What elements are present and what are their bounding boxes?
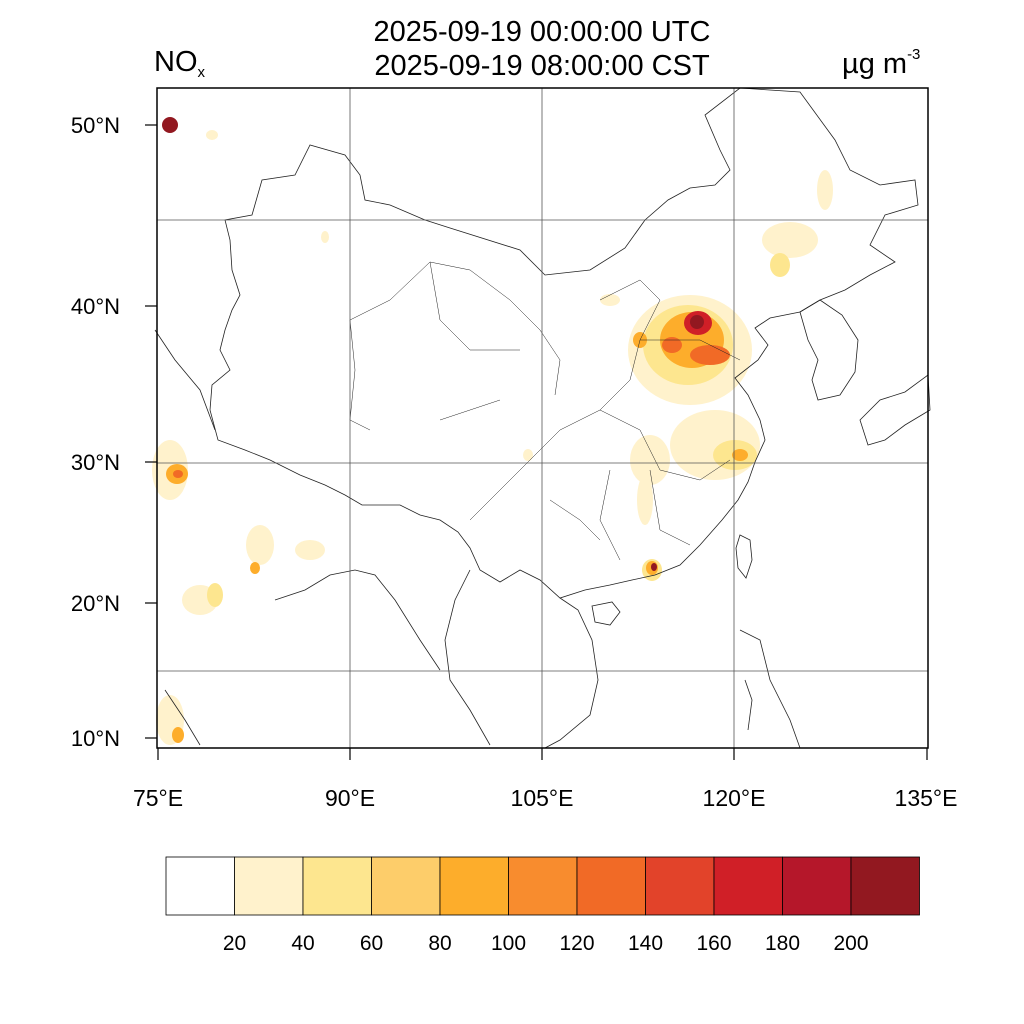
concentration-blob — [817, 170, 833, 210]
lat-label-20: 20°N — [70, 591, 120, 616]
hainan-coast — [591, 601, 621, 626]
colorbar-swatch — [165, 856, 235, 916]
lat-label-30: 30°N — [70, 450, 120, 475]
colorbar-swatch — [302, 856, 372, 916]
lon-label-90: 90°E — [324, 785, 376, 811]
colorbar-swatch — [713, 856, 783, 916]
concentration-blob — [172, 727, 184, 743]
concentration-blob — [630, 435, 670, 485]
colorbar-swatch — [645, 856, 715, 916]
india-coast — [154, 329, 441, 746]
concentration-blob — [600, 294, 620, 306]
colorbar-label: 40 — [291, 932, 315, 955]
colorbar-label: 160 — [696, 932, 732, 955]
colorbar-label: 60 — [359, 932, 384, 955]
lat-label-50: 50°N — [70, 113, 120, 138]
lon-label-120: 120°E — [702, 785, 766, 811]
concentration-blob — [662, 337, 682, 353]
unit-sup: -3 — [907, 46, 921, 63]
colorbar-label: 80 — [428, 932, 452, 955]
graticule — [157, 88, 928, 748]
concentration-blob — [637, 475, 653, 525]
colorbar-label: 20 — [222, 932, 247, 955]
concentration-blob — [207, 583, 223, 607]
species-main: NO — [154, 46, 198, 78]
colorbar-swatch — [850, 856, 920, 916]
colorbar-swatch — [508, 856, 578, 916]
lon-label-105: 105°E — [510, 785, 574, 811]
concentration-blob — [732, 449, 748, 461]
colorbar-label: 180 — [764, 932, 801, 955]
colorbar-swatch — [576, 856, 646, 916]
colorbar-label: 140 — [627, 932, 664, 955]
philippines-coast — [739, 629, 801, 749]
concentration-blob — [690, 315, 704, 329]
concentration-blob — [206, 130, 218, 140]
concentration-blob — [321, 231, 329, 243]
lat-label-10: 10°N — [70, 726, 120, 751]
colorbar-swatch — [371, 856, 441, 916]
concentration-blob — [651, 563, 657, 571]
map-title-cst: 2025-09-19 08:00:00 CST — [374, 50, 710, 82]
colorbar-label: 100 — [490, 932, 527, 955]
colorbar-label: 120 — [559, 932, 595, 955]
coastline-borders — [154, 87, 931, 749]
internal-province-lines — [349, 261, 741, 561]
map-title-utc: 2025-09-19 00:00:00 UTC — [373, 16, 711, 48]
colorbar-swatch — [782, 856, 852, 916]
unit-main: µg m — [842, 48, 908, 80]
lon-label-135: 135°E — [894, 785, 958, 811]
colorbar-swatch — [439, 856, 509, 916]
concentration-blob — [770, 253, 790, 277]
colorbar — [165, 856, 920, 916]
lat-label-40: 40°N — [70, 294, 120, 319]
concentration-blob — [162, 117, 178, 133]
colorbar-swatch — [234, 856, 304, 916]
concentration-blob — [762, 222, 818, 258]
species-label: NOx — [154, 46, 205, 81]
concentration-blob — [690, 345, 730, 365]
concentration-blob — [295, 540, 325, 560]
lon-label-75: 75°E — [132, 785, 184, 811]
species-sub: x — [197, 64, 206, 81]
concentration-blob — [246, 525, 274, 565]
china-border — [209, 87, 919, 599]
concentration-blob — [523, 449, 533, 461]
map-frame — [156, 87, 929, 749]
concentration-field — [152, 117, 833, 745]
concentration-blob — [173, 470, 183, 478]
taiwan-coast — [735, 534, 753, 579]
axis-ticks — [145, 124, 928, 760]
colorbar-label: 200 — [833, 932, 869, 955]
concentration-blob — [250, 562, 260, 574]
indochina-coast — [444, 569, 599, 749]
japan-coast — [859, 374, 931, 446]
korea-coast — [799, 299, 859, 401]
unit-label: µg m-3 — [842, 46, 920, 81]
